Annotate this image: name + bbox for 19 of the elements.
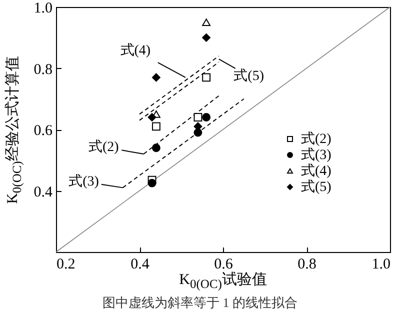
annotation: 式(4) xyxy=(120,42,151,58)
x-tick-label: 0.6 xyxy=(214,256,234,272)
legend-label: 式(2) xyxy=(301,131,332,147)
y-tick-label: 0.8 xyxy=(34,62,52,78)
y-tick-label: 0.4 xyxy=(34,184,53,200)
x-tick-label: 0.2 xyxy=(56,256,76,272)
annotation: 式(3) xyxy=(68,174,100,190)
x-axis-title: K$_{0(OC)}$试验值 xyxy=(179,272,267,291)
x-tick-label: 1.0 xyxy=(372,256,390,272)
annotation: 式(5) xyxy=(234,68,264,84)
x-tick-label: 0.4 xyxy=(130,256,150,272)
annotation: 式(2) xyxy=(88,139,120,155)
legend-label: 式(3) xyxy=(301,147,332,163)
text: 图中虚线为斜率等于 1 的线性拟合 xyxy=(102,294,298,312)
legend-label: 式(4) xyxy=(301,163,332,179)
y-tick-label: 1.0 xyxy=(34,0,52,16)
legend-label: 式(5) xyxy=(301,179,332,195)
y-tick-label: 0.6 xyxy=(34,123,53,139)
x-tick-label: 0.8 xyxy=(298,256,316,272)
